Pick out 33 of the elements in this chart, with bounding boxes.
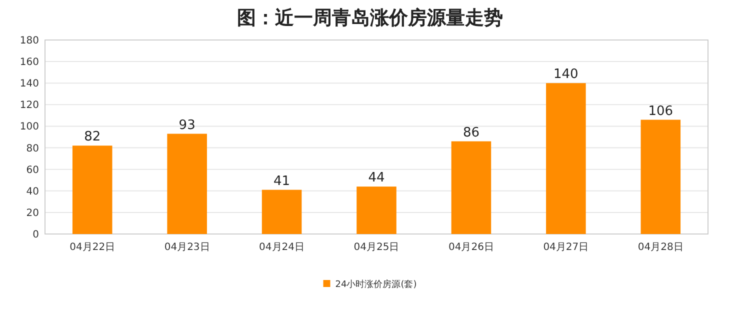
bar <box>451 141 492 234</box>
bar <box>72 146 112 234</box>
data-label: 41 <box>274 174 290 189</box>
data-label: 82 <box>84 130 101 145</box>
y-tick-label: 100 <box>20 122 39 133</box>
x-tick-label: 04月25日 <box>354 242 400 253</box>
y-tick-label: 40 <box>26 186 39 198</box>
x-tick-label: 04月28日 <box>638 242 684 253</box>
y-tick-label: 120 <box>20 100 39 112</box>
x-tick-label: 04月27日 <box>543 242 589 253</box>
y-tick-label: 0 <box>32 230 39 240</box>
bar <box>546 83 586 234</box>
bar <box>167 134 207 234</box>
data-label: 44 <box>368 170 385 186</box>
legend-label: 24小时涨价房源(套) <box>335 279 417 290</box>
y-tick-label: 160 <box>20 57 39 68</box>
data-label: 140 <box>554 67 578 82</box>
bar <box>640 120 681 234</box>
data-label: 106 <box>648 104 674 119</box>
y-tick-label: 180 <box>20 36 39 46</box>
x-tick-label: 04月23日 <box>164 242 210 253</box>
chart-title: 图：近一周青岛涨价房源量走势 <box>237 7 503 29</box>
data-label: 93 <box>178 118 196 133</box>
bar <box>262 190 302 234</box>
y-tick-label: 60 <box>26 164 39 176</box>
x-tick-label: 04月24日 <box>259 242 305 253</box>
x-tick-label: 04月22日 <box>70 242 116 253</box>
y-tick-label: 80 <box>26 143 39 154</box>
data-label: 86 <box>462 125 480 140</box>
y-tick-label: 140 <box>20 78 39 90</box>
bar <box>356 186 396 234</box>
x-tick-label: 04月26日 <box>448 242 494 253</box>
y-tick-label: 20 <box>26 208 39 219</box>
